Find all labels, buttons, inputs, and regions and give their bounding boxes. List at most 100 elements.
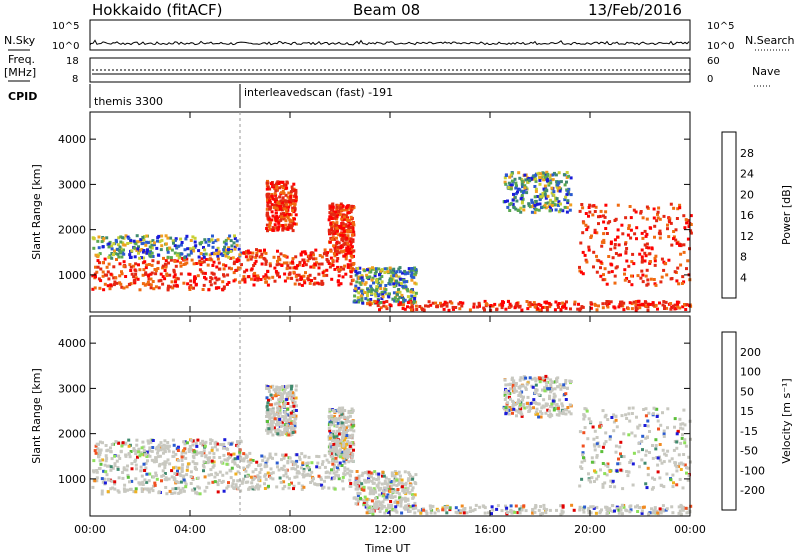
heatmap-cell (607, 302, 611, 305)
heatmap-cell (403, 307, 407, 311)
heatmap-cell (599, 266, 602, 270)
heatmap-cell (265, 181, 269, 185)
heatmap-cell (304, 263, 308, 267)
heatmap-cell (522, 208, 526, 212)
heatmap-cell (521, 191, 525, 195)
heatmap-cell (153, 483, 157, 487)
heatmap-cell (413, 501, 417, 505)
heatmap-cell (652, 207, 656, 211)
heatmap-cell (259, 255, 263, 259)
heatmap-cell (602, 238, 606, 242)
heatmap-cell (135, 443, 139, 447)
heatmap-cell (591, 204, 595, 208)
heatmap-cell (534, 410, 538, 414)
heatmap-cell (375, 472, 379, 476)
heatmap-cell (268, 452, 272, 456)
heatmap-cell (658, 217, 662, 221)
heatmap-cell (679, 468, 683, 471)
heatmap-cell (413, 493, 417, 497)
heatmap-cell (343, 249, 347, 253)
heatmap-cell (172, 443, 176, 447)
heatmap-cell (270, 427, 274, 431)
heatmap-cell (153, 481, 157, 485)
heatmap-cell (609, 479, 613, 483)
heatmap-cell (385, 507, 389, 511)
heatmap-cell (613, 238, 617, 242)
heatmap-cell (230, 244, 234, 248)
heatmap-cell (562, 383, 566, 387)
heatmap-cell (107, 464, 111, 468)
heatmap-cell (367, 479, 371, 482)
heatmap-cell (538, 182, 542, 186)
heatmap-cell (606, 465, 610, 468)
heatmap-cell (256, 278, 260, 282)
heatmap-cell (335, 425, 339, 428)
heatmap-cell (179, 490, 183, 494)
heatmap-cell (196, 451, 200, 455)
heatmap-cell (101, 274, 105, 278)
heatmap-cell (337, 477, 341, 481)
heatmap-cell (373, 292, 377, 296)
heatmap-cell (406, 271, 410, 275)
heatmap-cell (394, 274, 398, 278)
heatmap-cell (621, 232, 625, 236)
heatmap-cell (152, 243, 156, 247)
heatmap-cell (333, 487, 337, 491)
heatmap-cell (413, 294, 417, 298)
heatmap-cell (405, 507, 409, 511)
heatmap-cell (157, 443, 161, 447)
heatmap-cell (219, 252, 223, 256)
heatmap-cell (623, 268, 627, 272)
heatmap-cell (385, 300, 389, 303)
heatmap-cell (368, 510, 372, 513)
heatmap-cell (632, 208, 636, 212)
heatmap-cell (351, 459, 355, 463)
heatmap-cell (618, 445, 622, 449)
heatmap-cell (176, 481, 180, 484)
heatmap-cell (319, 477, 323, 481)
heatmap-cell (559, 512, 563, 516)
heatmap-cell (628, 505, 632, 509)
heatmap-cell (370, 479, 374, 483)
heatmap-cell (332, 456, 335, 460)
heatmap-cell (342, 229, 346, 233)
heatmap-cell (377, 293, 381, 297)
heatmap-cell (279, 425, 283, 428)
heatmap-cell (375, 278, 378, 282)
heatmap-cell (395, 478, 399, 482)
heatmap-cell (343, 448, 347, 452)
heatmap-cell (377, 301, 381, 305)
heatmap-cell (401, 284, 405, 288)
heatmap-cell (172, 284, 176, 288)
heatmap-cell (134, 490, 138, 494)
heatmap-cell (358, 480, 362, 484)
heatmap-cell (518, 400, 521, 403)
heatmap-cell (600, 244, 604, 248)
heatmap-cell (164, 242, 168, 246)
heatmap-cell (99, 279, 103, 283)
heatmap-cell (282, 215, 286, 219)
heatmap-cell (340, 250, 344, 254)
heatmap-cell (397, 303, 401, 307)
heatmap-cell (589, 306, 593, 310)
heatmap-cell (648, 252, 652, 256)
heatmap-cell (302, 475, 306, 479)
heatmap-cell (601, 462, 605, 465)
heatmap-cell (320, 255, 324, 259)
noise-tick-left-bottom: 10^0 (52, 41, 79, 52)
heatmap-cell (505, 409, 509, 412)
heatmap-cell (398, 290, 402, 294)
heatmap-cell (327, 426, 331, 430)
heatmap-cell (349, 226, 353, 229)
heatmap-cell (557, 171, 561, 175)
heatmap-cell (512, 192, 515, 196)
heatmap-cell (276, 201, 280, 205)
heatmap-cell (356, 502, 360, 506)
heatmap-cell (642, 408, 646, 411)
heatmap-cell (242, 459, 246, 463)
heatmap-cell (211, 264, 215, 267)
heatmap-cell (199, 441, 203, 445)
heatmap-cell (508, 406, 512, 409)
heatmap-cell (121, 251, 125, 255)
heatmap-cell (281, 487, 285, 491)
